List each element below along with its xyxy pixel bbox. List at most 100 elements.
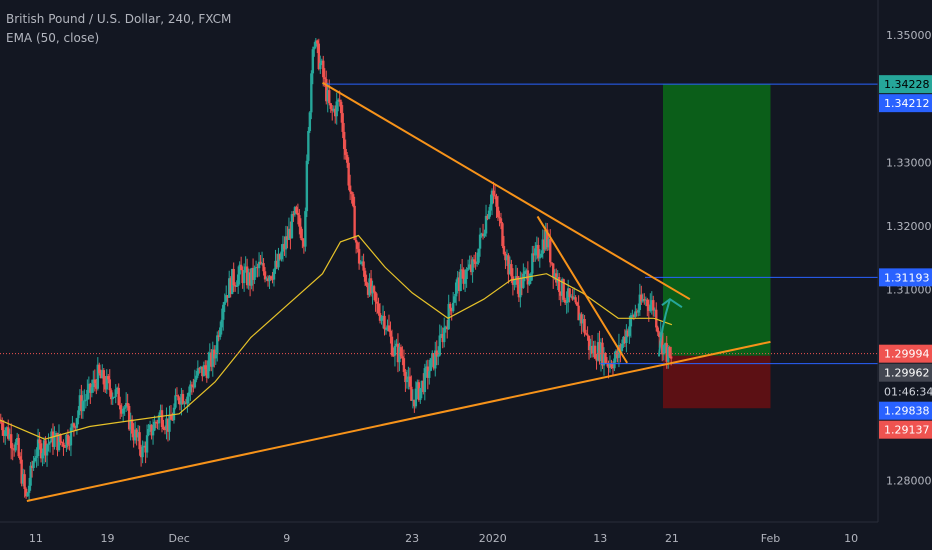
candle[interactable] — [4, 430, 7, 436]
candle[interactable] — [637, 310, 640, 313]
candle[interactable] — [628, 326, 631, 336]
candle[interactable] — [257, 261, 261, 269]
candle[interactable] — [422, 380, 425, 393]
candle[interactable] — [166, 418, 170, 432]
candle[interactable] — [319, 62, 322, 70]
candle[interactable] — [15, 437, 19, 443]
candle[interactable] — [652, 300, 655, 311]
candle[interactable] — [233, 285, 237, 287]
candle[interactable] — [174, 395, 177, 408]
candle[interactable] — [656, 327, 659, 333]
candle[interactable] — [196, 368, 200, 376]
candle[interactable] — [127, 405, 131, 430]
candle[interactable] — [441, 334, 444, 343]
candle[interactable] — [205, 369, 209, 378]
candle[interactable] — [531, 253, 534, 274]
candle[interactable] — [7, 427, 10, 439]
candle[interactable] — [71, 423, 74, 428]
candle[interactable] — [398, 347, 401, 363]
candle[interactable] — [108, 379, 111, 391]
candle[interactable] — [187, 392, 191, 397]
candle[interactable] — [417, 382, 421, 400]
candle[interactable] — [335, 101, 338, 117]
candle[interactable] — [599, 342, 603, 361]
candle[interactable] — [547, 239, 550, 248]
candle[interactable] — [378, 313, 382, 321]
candle[interactable] — [289, 228, 292, 239]
candle[interactable] — [290, 214, 294, 239]
symbol-title[interactable]: British Pound / U.S. Dollar, 240, FXCM — [6, 12, 232, 26]
candle[interactable] — [611, 366, 615, 369]
projection-arrow[interactable] — [657, 298, 671, 357]
candle[interactable] — [413, 399, 416, 407]
candle[interactable] — [89, 383, 92, 393]
candle[interactable] — [269, 276, 273, 279]
candle[interactable] — [369, 278, 373, 294]
candle[interactable] — [486, 215, 489, 219]
candle[interactable] — [616, 350, 619, 358]
candle[interactable] — [124, 403, 128, 408]
candle[interactable] — [59, 433, 62, 443]
candle[interactable] — [74, 426, 77, 428]
candle[interactable] — [586, 334, 589, 336]
candle[interactable] — [210, 352, 213, 367]
candle[interactable] — [66, 434, 70, 445]
candle[interactable] — [348, 185, 352, 192]
candle[interactable] — [32, 461, 35, 468]
candle[interactable] — [23, 474, 26, 489]
candle[interactable] — [578, 314, 582, 321]
candle[interactable] — [81, 401, 85, 412]
candle[interactable] — [62, 442, 65, 447]
trendline-falling-resistance[interactable] — [322, 81, 691, 301]
candle[interactable] — [113, 396, 116, 398]
candle[interactable] — [33, 457, 37, 462]
candle[interactable] — [268, 276, 271, 282]
candle[interactable] — [44, 440, 47, 456]
candle[interactable] — [254, 267, 258, 269]
candle[interactable] — [162, 427, 165, 430]
candle[interactable] — [381, 315, 385, 318]
candle[interactable] — [222, 304, 225, 320]
candle[interactable] — [644, 299, 648, 301]
candle[interactable] — [181, 393, 185, 404]
candle[interactable] — [320, 60, 323, 63]
candle[interactable] — [465, 269, 468, 280]
candle[interactable] — [363, 270, 367, 282]
candle[interactable] — [407, 376, 410, 380]
candle[interactable] — [508, 264, 512, 275]
candle[interactable] — [107, 376, 110, 380]
candle[interactable] — [432, 353, 435, 369]
candle[interactable] — [550, 262, 553, 264]
candle[interactable] — [12, 449, 16, 451]
candle[interactable] — [232, 268, 235, 286]
candle[interactable] — [247, 272, 250, 286]
candle[interactable] — [662, 345, 665, 355]
candle[interactable] — [96, 364, 100, 389]
candle[interactable] — [168, 415, 171, 432]
candle[interactable] — [241, 270, 244, 284]
candle[interactable] — [459, 269, 462, 292]
candle[interactable] — [69, 427, 73, 446]
candle[interactable] — [163, 429, 167, 431]
candle[interactable] — [383, 315, 386, 330]
candle[interactable] — [450, 308, 453, 312]
candle[interactable] — [474, 261, 477, 264]
candle[interactable] — [111, 397, 114, 400]
candle[interactable] — [387, 325, 391, 332]
candle[interactable] — [56, 432, 59, 451]
candle[interactable] — [643, 299, 646, 301]
candle[interactable] — [259, 261, 262, 265]
candle[interactable] — [510, 264, 513, 277]
candle[interactable] — [453, 296, 456, 303]
candle[interactable] — [147, 429, 150, 436]
candle[interactable] — [151, 430, 155, 436]
candle[interactable] — [372, 286, 376, 293]
candle[interactable] — [475, 262, 479, 264]
candle[interactable] — [281, 243, 285, 252]
candle[interactable] — [602, 353, 606, 366]
candle[interactable] — [14, 442, 17, 451]
candle[interactable] — [217, 335, 220, 337]
candle[interactable] — [353, 205, 356, 240]
candle[interactable] — [489, 204, 492, 211]
